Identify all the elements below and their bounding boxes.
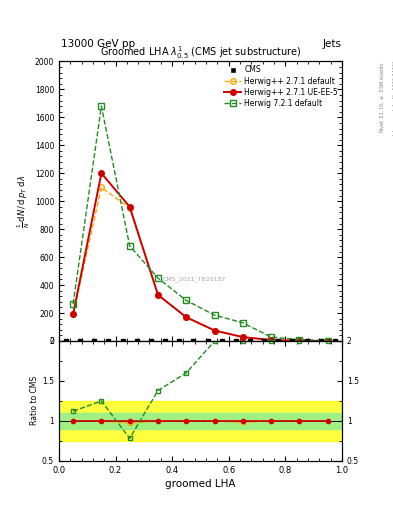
Y-axis label: $\frac{1}{N}\,\mathrm{d}N\,/\,\mathrm{d}\,p_T\,\mathrm{d}\,\lambda$: $\frac{1}{N}\,\mathrm{d}N\,/\,\mathrm{d}… [16, 174, 32, 228]
Bar [59, 401, 342, 441]
Text: Rivet 3.1.10, $\geq$ 3.5M events: Rivet 3.1.10, $\geq$ 3.5M events [379, 61, 386, 133]
Y-axis label: Ratio to CMS: Ratio to CMS [30, 376, 39, 425]
Text: Jets: Jets [322, 38, 341, 49]
Legend: CMS, Herwig++ 2.7.1 default, Herwig++ 2.7.1 UE-EE-5, Herwig 7.2.1 default: CMS, Herwig++ 2.7.1 default, Herwig++ 2.… [224, 65, 338, 108]
Text: CMS_2021_TB20187: CMS_2021_TB20187 [163, 276, 226, 282]
Title: Groomed LHA $\lambda^1_{0.5}$ (CMS jet substructure): Groomed LHA $\lambda^1_{0.5}$ (CMS jet s… [100, 45, 301, 61]
Bar [59, 413, 342, 429]
Text: 13000 GeV pp: 13000 GeV pp [61, 38, 135, 49]
X-axis label: groomed LHA: groomed LHA [165, 479, 236, 489]
